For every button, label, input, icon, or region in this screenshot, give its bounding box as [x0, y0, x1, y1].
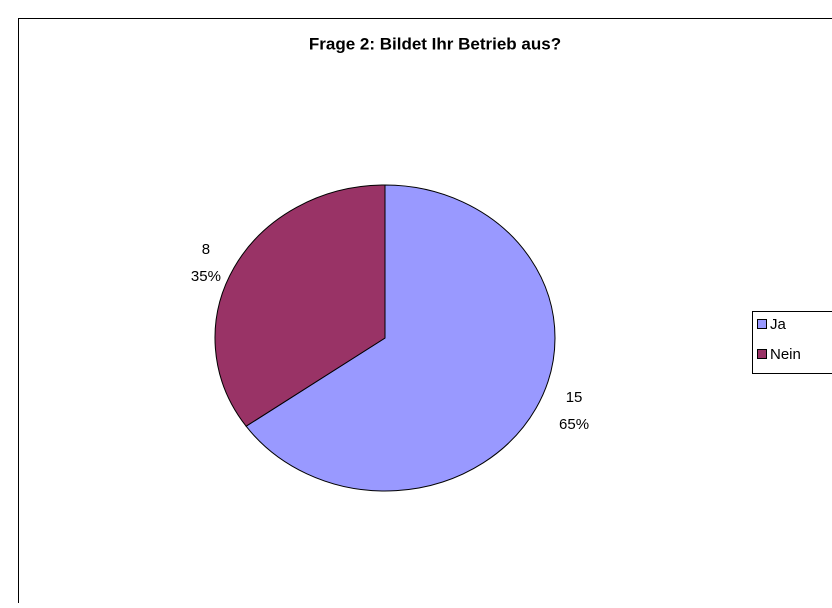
percent-label: 65%	[559, 416, 589, 433]
legend-swatch	[758, 320, 767, 329]
legend-label: Ja	[770, 316, 787, 333]
value-label: 15	[566, 389, 583, 406]
chart-title: Frage 2: Bildet Ihr Betrieb aus?	[309, 34, 561, 53]
legend-swatch	[758, 350, 767, 359]
value-label: 8	[202, 241, 210, 258]
percent-label: 35%	[191, 268, 221, 285]
legend-label: Nein	[770, 346, 801, 363]
